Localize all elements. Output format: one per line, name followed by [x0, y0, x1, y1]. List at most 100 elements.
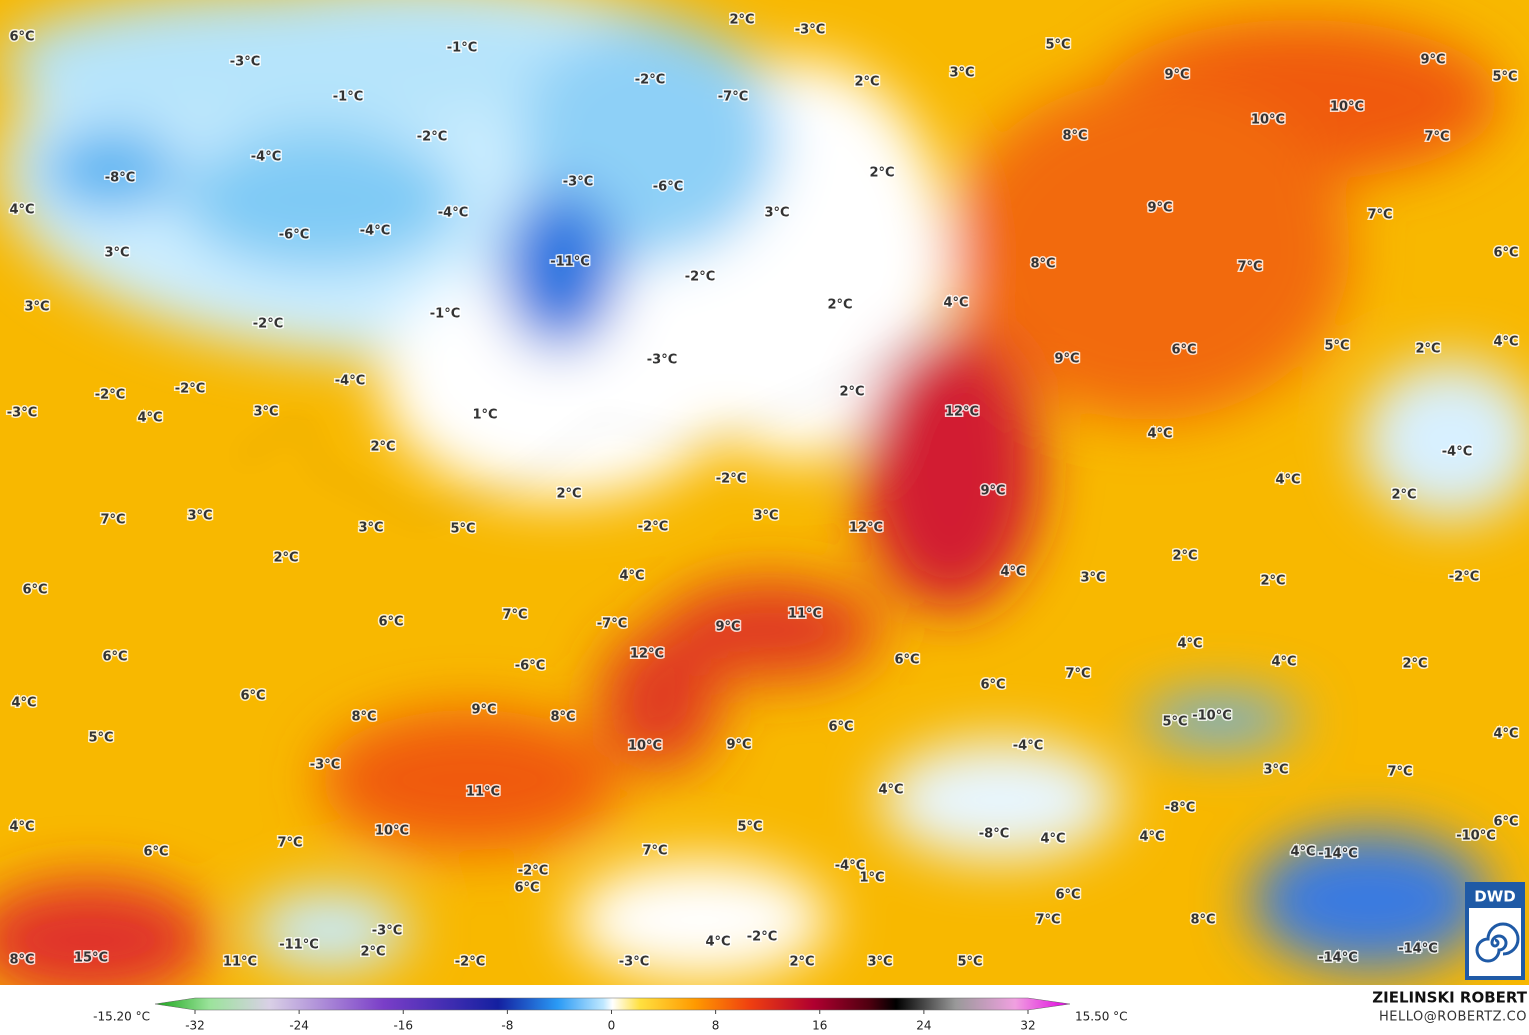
- temperature-label: 6°C: [240, 689, 265, 704]
- temperature-label: 2°C: [827, 298, 852, 313]
- temperature-label: 9°C: [1054, 352, 1079, 367]
- temperature-label: -4°C: [835, 859, 865, 874]
- temperature-label: -3°C: [230, 55, 260, 70]
- temperature-label: 4°C: [1493, 727, 1518, 742]
- temperature-label: 2°C: [854, 75, 879, 90]
- temperature-label: -2°C: [1449, 570, 1479, 585]
- temperature-label: -3°C: [372, 924, 402, 939]
- temperature-label: -8°C: [1165, 801, 1195, 816]
- colorbar-tick-label: 16: [812, 1019, 827, 1033]
- temperature-label: -2°C: [417, 130, 447, 145]
- temperature-label: -3°C: [647, 353, 677, 368]
- temperature-label: 4°C: [1271, 655, 1296, 670]
- temperature-label: 2°C: [370, 440, 395, 455]
- temperature-label: 6°C: [828, 720, 853, 735]
- temperature-label: 7°C: [502, 608, 527, 623]
- temperature-label: 7°C: [1237, 260, 1262, 275]
- temperature-label: 15°C: [74, 951, 108, 966]
- temperature-label: 5°C: [1162, 715, 1187, 730]
- temperature-label: -7°C: [718, 90, 748, 105]
- logo-text: DWD: [1474, 888, 1515, 906]
- temperature-label: 3°C: [253, 405, 278, 420]
- temperature-label: -2°C: [685, 270, 715, 285]
- temperature-label: -2°C: [175, 382, 205, 397]
- temperature-label: 1°C: [859, 871, 884, 886]
- temperature-label: 3°C: [753, 509, 778, 524]
- temperature-label: 2°C: [360, 945, 385, 960]
- temperature-label: 6°C: [22, 583, 47, 598]
- temperature-label: 9°C: [1420, 53, 1445, 68]
- temperature-label: 2°C: [1402, 657, 1427, 672]
- temperature-label: 7°C: [1065, 667, 1090, 682]
- temperature-label: -11°C: [550, 255, 590, 270]
- temperature-label: -6°C: [279, 228, 309, 243]
- temperature-label: 2°C: [789, 955, 814, 970]
- temperature-label: 4°C: [1147, 427, 1172, 442]
- temperature-label: 3°C: [24, 300, 49, 315]
- temperature-label: 4°C: [705, 935, 730, 950]
- temperature-label: -8°C: [105, 171, 135, 186]
- temperature-label: -10°C: [1456, 829, 1496, 844]
- temperature-label: 10°C: [628, 739, 662, 754]
- temperature-labels: 6°C -3°C -1°C 2°C -3°C 5°C 9°C -2°C -7°C 2°C 3°C 9°…: [5, 11, 1520, 971]
- temperature-label: -2°C: [716, 472, 746, 487]
- temperature-label: 8°C: [550, 710, 575, 725]
- temperature-label: 6°C: [102, 650, 127, 665]
- temperature-label: 9°C: [471, 703, 496, 718]
- colorbar-tick-label: 8: [712, 1019, 720, 1033]
- temperature-label: 2°C: [556, 487, 581, 502]
- colorbar: -15.20 °C 15.50 °C -32 -24 -16 -8 0 8 16 24 32: [93, 997, 1128, 1033]
- temperature-label: -3°C: [619, 955, 649, 970]
- temperature-label: 2°C: [1391, 488, 1416, 503]
- temperature-label: 4°C: [1275, 473, 1300, 488]
- temperature-label: -2°C: [518, 864, 548, 879]
- temperature-label: 6°C: [9, 30, 34, 45]
- temperature-label: 5°C: [1492, 70, 1517, 85]
- colorbar-tick-label: -24: [289, 1019, 309, 1033]
- temperature-label: 3°C: [867, 955, 892, 970]
- temperature-label: 9°C: [726, 738, 751, 753]
- temperature-label: 9°C: [715, 620, 740, 635]
- temperature-label: 3°C: [949, 66, 974, 81]
- colorbar-tick-label: -16: [393, 1019, 413, 1033]
- author: ZIELINSKI ROBERT: [1372, 989, 1527, 1007]
- logo-swirl: [1475, 922, 1520, 963]
- temperature-label: 3°C: [104, 246, 129, 261]
- temperature-label: -2°C: [635, 73, 665, 88]
- temperature-label: 2°C: [1260, 574, 1285, 589]
- temperature-label: -14°C: [1318, 847, 1358, 862]
- temperature-label: 7°C: [100, 513, 125, 528]
- temperature-label: 7°C: [1035, 913, 1060, 928]
- temperature-label: 4°C: [619, 569, 644, 584]
- map-background: [0, 0, 1529, 985]
- temperature-label: 2°C: [273, 551, 298, 566]
- temperature-label: 4°C: [1493, 335, 1518, 350]
- temperature-label: 6°C: [980, 678, 1005, 693]
- temperature-label: 11°C: [223, 955, 257, 970]
- temperature-label: 6°C: [1493, 246, 1518, 261]
- temperature-label: 4°C: [1290, 845, 1315, 860]
- temperature-label: 4°C: [878, 783, 903, 798]
- temperature-label: 6°C: [1493, 815, 1518, 830]
- temperature-label: -11°C: [279, 938, 319, 953]
- temperature-label: 5°C: [1324, 339, 1349, 354]
- temperature-label: -3°C: [7, 406, 37, 421]
- email: HELLO@ROBERTZ.CO: [1379, 1010, 1527, 1025]
- temperature-label: 4°C: [11, 696, 36, 711]
- temperature-label: 9°C: [1147, 201, 1172, 216]
- temperature-label: 8°C: [1030, 257, 1055, 272]
- temperature-label: 3°C: [1080, 571, 1105, 586]
- temperature-label: 2°C: [869, 166, 894, 181]
- temperature-label: 6°C: [1055, 888, 1080, 903]
- temperature-label: -6°C: [515, 659, 545, 674]
- temperature-label: 9°C: [980, 484, 1005, 499]
- temperature-label: -2°C: [638, 520, 668, 535]
- temperature-label: -4°C: [360, 224, 390, 239]
- temperature-label: -4°C: [438, 206, 468, 221]
- temperature-label: 6°C: [143, 845, 168, 860]
- colorbar-max: 15.50 °C: [1075, 1010, 1128, 1024]
- temperature-label: -6°C: [653, 180, 683, 195]
- temperature-label: 12°C: [945, 405, 979, 420]
- temperature-label: 4°C: [137, 411, 162, 426]
